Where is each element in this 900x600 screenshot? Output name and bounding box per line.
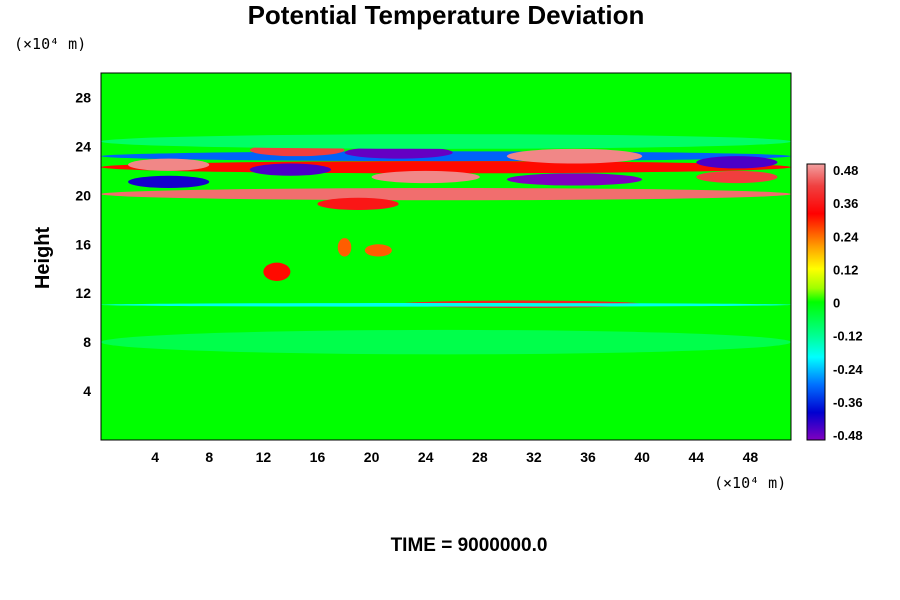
x-tick-label: 12 <box>256 449 272 465</box>
colorbar-tick-label: 0.12 <box>833 262 858 277</box>
x-ticks: 4 8 12 16 20 24 28 32 36 40 44 48 <box>151 449 758 465</box>
x-unit-label: (×10⁴ m) <box>714 474 786 492</box>
heatmap-feature-7 <box>344 146 453 159</box>
heatmap-feature-13 <box>317 197 399 211</box>
heatmap-feature-19 <box>101 329 791 355</box>
y-ticks: 4 8 12 16 20 24 28 <box>75 89 91 399</box>
heatmap-feature-4 <box>128 175 210 188</box>
heatmap-feature-6 <box>249 163 331 176</box>
y-unit-label: (×10⁴ m) <box>14 35 86 53</box>
y-tick-label: 4 <box>83 383 91 399</box>
y-tick-label: 24 <box>75 138 91 154</box>
heatmap-feature-9 <box>506 148 643 164</box>
colorbar-tick-label: -0.12 <box>833 329 863 344</box>
heatmap-feature-14 <box>337 238 352 257</box>
colorbar-gradient <box>806 163 826 441</box>
y-tick-label: 28 <box>75 89 91 105</box>
plot-frame <box>100 72 792 441</box>
x-tick-label: 28 <box>472 449 488 465</box>
heatmap-feature-20 <box>101 134 791 149</box>
x-tick-label: 20 <box>364 449 380 465</box>
heatmap-feature-11 <box>696 156 778 169</box>
x-tick-label: 40 <box>634 449 650 465</box>
x-tick-label: 24 <box>418 449 434 465</box>
heatmap-feature-3 <box>128 158 210 171</box>
x-tick-label: 8 <box>205 449 213 465</box>
colorbar: 0.48 0.36 0.24 0.12 0 -0.12 -0.24 -0.36 -0.48 <box>806 163 863 443</box>
heatmap-feature-16 <box>263 262 291 281</box>
colorbar-tick-label: 0.48 <box>833 163 858 178</box>
colorbar-tick-label: -0.24 <box>833 362 863 377</box>
colorbar-ticks: 0.48 0.36 0.24 0.12 0 -0.12 -0.24 -0.36 -0.48 <box>833 163 863 443</box>
y-tick-label: 16 <box>75 236 91 252</box>
plot-area <box>100 72 792 441</box>
colorbar-tick-label: 0 <box>833 296 840 311</box>
heatmap-feature-12 <box>696 170 778 184</box>
y-tick-label: 8 <box>83 334 91 350</box>
heatmap-features <box>101 134 791 355</box>
y-axis-label: Height <box>32 227 54 290</box>
x-tick-label: 48 <box>743 449 759 465</box>
x-tick-label: 44 <box>689 449 705 465</box>
time-label: TIME = 9000000.0 <box>391 535 548 556</box>
y-tick-label: 12 <box>75 285 91 301</box>
x-tick-label: 16 <box>310 449 326 465</box>
heatmap-feature-15 <box>364 244 392 257</box>
colorbar-tick-label: -0.48 <box>833 428 863 443</box>
heatmap-feature-0 <box>101 187 791 201</box>
colorbar-tick-label: -0.36 <box>833 395 863 410</box>
heatmap-feature-8 <box>371 170 480 184</box>
plot-background <box>101 73 791 440</box>
colorbar-tick-label: 0.24 <box>833 229 859 244</box>
colorbar-tick-label: 0.36 <box>833 196 858 211</box>
x-tick-label: 32 <box>526 449 542 465</box>
heatmap-feature-10 <box>506 173 643 186</box>
y-tick-label: 20 <box>75 187 91 203</box>
x-tick-label: 36 <box>580 449 596 465</box>
heatmap-feature-18 <box>101 302 791 307</box>
x-tick-label: 4 <box>151 449 159 465</box>
chart-title: Potential Temperature Deviation <box>248 0 645 30</box>
